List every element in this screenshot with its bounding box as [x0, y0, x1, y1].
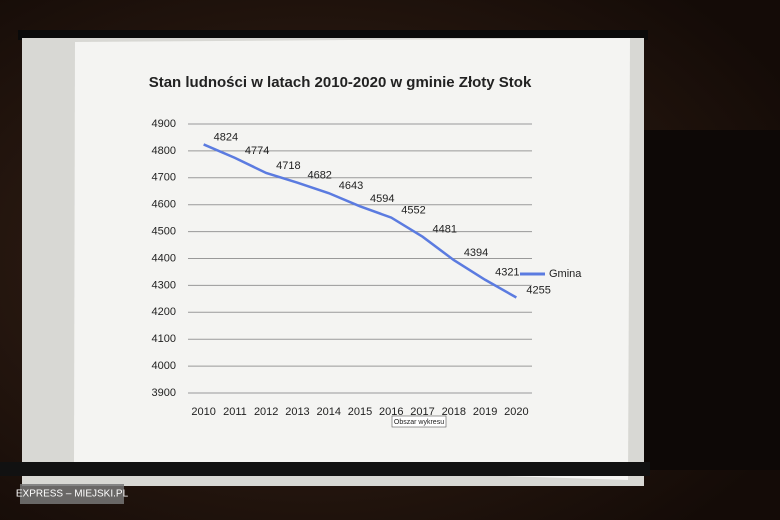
data-label: 4718	[276, 160, 300, 172]
x-tick-label: 2013	[285, 406, 309, 418]
y-tick-label: 4200	[152, 306, 176, 318]
y-tick-label: 4500	[152, 226, 176, 238]
x-tick-label: 2010	[191, 406, 215, 418]
screen-bottom-bar	[0, 462, 650, 476]
tooltip: Obszar wykresu	[394, 419, 444, 426]
data-label: 4394	[464, 247, 488, 259]
data-label: 4682	[307, 170, 331, 182]
chart-title: Stan ludności w latach 2010-2020 w gmini…	[149, 74, 532, 91]
watermark: EXPRESS – MIEJSKI.PL	[16, 489, 129, 500]
plot: 3900 4000 4100 4200 4300 4400 4500 4600 4700 4800…	[152, 118, 582, 428]
y-tick-label: 4600	[152, 199, 176, 211]
data-label: 4594	[370, 193, 394, 205]
legend-label: Gmina	[549, 268, 582, 280]
y-tick-label: 4100	[152, 333, 176, 345]
x-tick-label: 2018	[442, 406, 466, 418]
wall-panel	[640, 130, 780, 470]
x-tick-label: 2020	[504, 406, 528, 418]
y-tick-label: 3900	[152, 387, 176, 399]
x-tick-label: 2014	[316, 406, 340, 418]
y-tick-label: 4900	[152, 118, 176, 130]
data-label: 4481	[433, 224, 457, 236]
data-label: 4774	[245, 145, 269, 157]
y-tick-label: 4700	[152, 172, 176, 184]
y-tick-label: 4800	[152, 145, 176, 157]
x-tick-label: 2019	[473, 406, 497, 418]
x-tick-label: 2011	[223, 406, 247, 418]
screen-top-bar	[18, 30, 648, 40]
data-label: 4643	[339, 180, 363, 192]
data-label: 4321	[495, 267, 519, 279]
x-tick-label: 2015	[348, 406, 372, 418]
data-label: 4255	[526, 284, 550, 296]
y-tick-label: 4400	[152, 252, 176, 264]
y-tick-label: 4000	[152, 360, 176, 372]
series-line	[203, 143, 517, 299]
x-tick-label: 2017	[410, 406, 434, 418]
watermark-box	[20, 484, 124, 504]
tooltip-box	[391, 415, 447, 428]
y-tick-label: 4300	[152, 279, 176, 291]
data-label: 4552	[401, 205, 425, 217]
data-label: 4824	[214, 131, 238, 143]
x-tick-label: 2012	[254, 406, 278, 418]
x-tick-label: 2016	[379, 406, 403, 418]
